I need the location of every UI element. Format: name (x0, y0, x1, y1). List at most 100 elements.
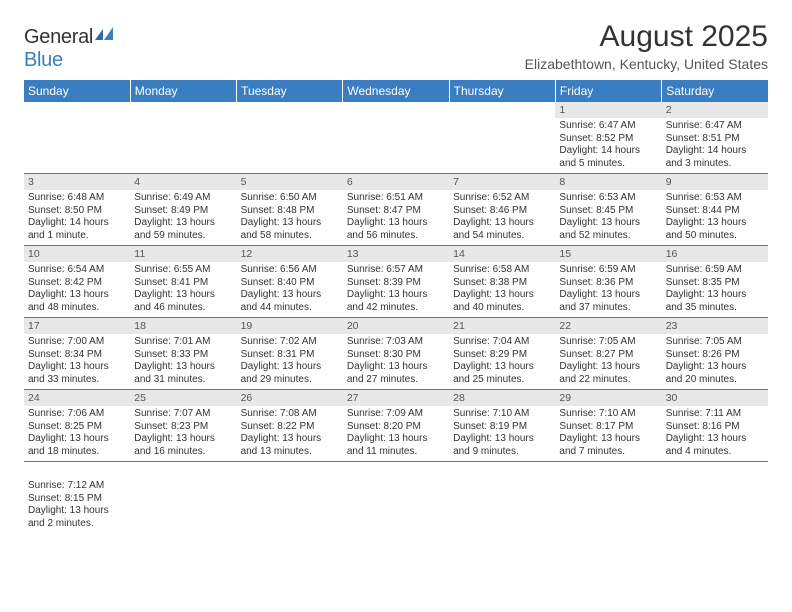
day-body: Sunrise: 7:03 AMSunset: 8:30 PMDaylight:… (343, 334, 449, 389)
day-number: 5 (237, 174, 343, 190)
sunset-line: Sunset: 8:45 PM (559, 205, 657, 218)
day-number: 6 (343, 174, 449, 190)
day-header: Monday (130, 80, 236, 102)
day-body: Sunrise: 6:57 AMSunset: 8:39 PMDaylight:… (343, 262, 449, 317)
daylight-line: Daylight: 13 hours and 31 minutes. (134, 361, 232, 386)
sunset-line: Sunset: 8:19 PM (453, 421, 551, 434)
daylight-line: Daylight: 13 hours and 37 minutes. (559, 289, 657, 314)
day-body: Sunrise: 7:08 AMSunset: 8:22 PMDaylight:… (237, 406, 343, 461)
sunrise-line: Sunrise: 6:55 AM (134, 264, 232, 277)
day-number: 17 (24, 318, 130, 334)
sunrise-line: Sunrise: 6:58 AM (453, 264, 551, 277)
day-number: 13 (343, 246, 449, 262)
day-header: Saturday (662, 80, 768, 102)
day-header: Sunday (24, 80, 130, 102)
day-body: Sunrise: 7:04 AMSunset: 8:29 PMDaylight:… (449, 334, 555, 389)
calendar-cell: 15Sunrise: 6:59 AMSunset: 8:36 PMDayligh… (555, 246, 661, 318)
calendar-cell (24, 102, 130, 174)
day-number: 19 (237, 318, 343, 334)
calendar-cell: 5Sunrise: 6:50 AMSunset: 8:48 PMDaylight… (237, 174, 343, 246)
day-number: 23 (662, 318, 768, 334)
sunset-line: Sunset: 8:39 PM (347, 277, 445, 290)
flag-icon (95, 26, 117, 49)
day-number: 10 (24, 246, 130, 262)
calendar-cell: 8Sunrise: 6:53 AMSunset: 8:45 PMDaylight… (555, 174, 661, 246)
calendar-cell: 20Sunrise: 7:03 AMSunset: 8:30 PMDayligh… (343, 318, 449, 390)
location-subtitle: Elizabethtown, Kentucky, United States (525, 56, 768, 72)
daylight-line: Daylight: 13 hours and 50 minutes. (666, 217, 764, 242)
day-number: 14 (449, 246, 555, 262)
day-body: Sunrise: 6:58 AMSunset: 8:38 PMDaylight:… (449, 262, 555, 317)
daylight-line: Daylight: 13 hours and 20 minutes. (666, 361, 764, 386)
sunrise-line: Sunrise: 6:56 AM (241, 264, 339, 277)
calendar-cell: 26Sunrise: 7:08 AMSunset: 8:22 PMDayligh… (237, 390, 343, 462)
day-body: Sunrise: 6:47 AMSunset: 8:51 PMDaylight:… (662, 118, 768, 173)
day-number: 25 (130, 390, 236, 406)
daylight-line: Daylight: 14 hours and 3 minutes. (666, 145, 764, 170)
calendar-cell (449, 102, 555, 174)
sunset-line: Sunset: 8:29 PM (453, 349, 551, 362)
sunrise-line: Sunrise: 7:04 AM (453, 336, 551, 349)
sunrise-line: Sunrise: 6:53 AM (559, 192, 657, 205)
sunrise-line: Sunrise: 6:59 AM (559, 264, 657, 277)
sunrise-line: Sunrise: 7:03 AM (347, 336, 445, 349)
sunset-line: Sunset: 8:41 PM (134, 277, 232, 290)
day-number: 4 (130, 174, 236, 190)
day-number: 30 (662, 390, 768, 406)
day-body: Sunrise: 6:51 AMSunset: 8:47 PMDaylight:… (343, 190, 449, 245)
daylight-line: Daylight: 13 hours and 56 minutes. (347, 217, 445, 242)
day-body: Sunrise: 6:59 AMSunset: 8:36 PMDaylight:… (555, 262, 661, 317)
sunset-line: Sunset: 8:46 PM (453, 205, 551, 218)
day-number: 1 (555, 102, 661, 118)
day-number: 20 (343, 318, 449, 334)
day-body: Sunrise: 7:10 AMSunset: 8:17 PMDaylight:… (555, 406, 661, 461)
sunset-line: Sunset: 8:50 PM (28, 205, 126, 218)
daylight-line: Daylight: 13 hours and 2 minutes. (28, 505, 126, 530)
daylight-line: Daylight: 13 hours and 11 minutes. (347, 433, 445, 458)
calendar-cell: 11Sunrise: 6:55 AMSunset: 8:41 PMDayligh… (130, 246, 236, 318)
day-number: 24 (24, 390, 130, 406)
sunrise-line: Sunrise: 7:10 AM (453, 408, 551, 421)
day-number: 22 (555, 318, 661, 334)
daylight-line: Daylight: 13 hours and 27 minutes. (347, 361, 445, 386)
sunset-line: Sunset: 8:52 PM (559, 133, 657, 146)
day-number: 8 (555, 174, 661, 190)
calendar-cell (449, 462, 555, 534)
calendar-cell (130, 462, 236, 534)
calendar-cell: 1Sunrise: 6:47 AMSunset: 8:52 PMDaylight… (555, 102, 661, 174)
sunrise-line: Sunrise: 7:05 AM (559, 336, 657, 349)
calendar-cell: 23Sunrise: 7:05 AMSunset: 8:26 PMDayligh… (662, 318, 768, 390)
calendar-cell: 25Sunrise: 7:07 AMSunset: 8:23 PMDayligh… (130, 390, 236, 462)
sunrise-line: Sunrise: 6:52 AM (453, 192, 551, 205)
calendar-cell: 30Sunrise: 7:11 AMSunset: 8:16 PMDayligh… (662, 390, 768, 462)
day-body: Sunrise: 7:07 AMSunset: 8:23 PMDaylight:… (130, 406, 236, 461)
day-body: Sunrise: 7:05 AMSunset: 8:27 PMDaylight:… (555, 334, 661, 389)
sunrise-line: Sunrise: 7:07 AM (134, 408, 232, 421)
daylight-line: Daylight: 13 hours and 4 minutes. (666, 433, 764, 458)
calendar-cell: 10Sunrise: 6:54 AMSunset: 8:42 PMDayligh… (24, 246, 130, 318)
sunrise-line: Sunrise: 7:02 AM (241, 336, 339, 349)
calendar-table: SundayMondayTuesdayWednesdayThursdayFrid… (24, 80, 768, 533)
sunset-line: Sunset: 8:38 PM (453, 277, 551, 290)
day-body: Sunrise: 6:50 AMSunset: 8:48 PMDaylight:… (237, 190, 343, 245)
sunrise-line: Sunrise: 6:49 AM (134, 192, 232, 205)
day-body: Sunrise: 7:12 AMSunset: 8:15 PMDaylight:… (24, 478, 130, 533)
sunset-line: Sunset: 8:51 PM (666, 133, 764, 146)
day-body: Sunrise: 6:47 AMSunset: 8:52 PMDaylight:… (555, 118, 661, 173)
sunset-line: Sunset: 8:30 PM (347, 349, 445, 362)
brand-prefix: General (24, 26, 93, 48)
calendar-cell (555, 462, 661, 534)
sunrise-line: Sunrise: 6:53 AM (666, 192, 764, 205)
daylight-line: Daylight: 13 hours and 25 minutes. (453, 361, 551, 386)
daylight-line: Daylight: 13 hours and 59 minutes. (134, 217, 232, 242)
daylight-line: Daylight: 14 hours and 5 minutes. (559, 145, 657, 170)
daylight-line: Daylight: 13 hours and 44 minutes. (241, 289, 339, 314)
sunrise-line: Sunrise: 7:12 AM (28, 480, 126, 493)
daylight-line: Daylight: 13 hours and 7 minutes. (559, 433, 657, 458)
calendar-cell: 16Sunrise: 6:59 AMSunset: 8:35 PMDayligh… (662, 246, 768, 318)
day-body: Sunrise: 7:01 AMSunset: 8:33 PMDaylight:… (130, 334, 236, 389)
day-body: Sunrise: 7:05 AMSunset: 8:26 PMDaylight:… (662, 334, 768, 389)
day-number: 11 (130, 246, 236, 262)
sunset-line: Sunset: 8:23 PM (134, 421, 232, 434)
day-body: Sunrise: 6:48 AMSunset: 8:50 PMDaylight:… (24, 190, 130, 245)
